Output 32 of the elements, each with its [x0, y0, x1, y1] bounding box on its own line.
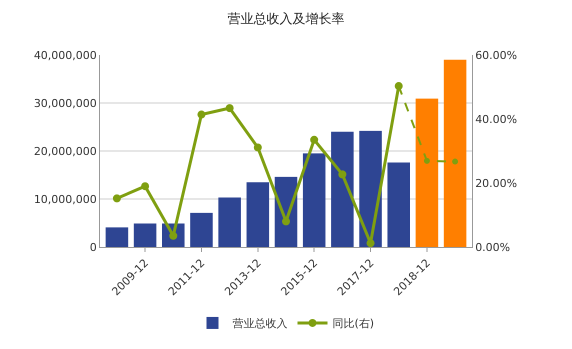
bar — [416, 98, 438, 247]
bar — [246, 182, 270, 247]
point — [310, 136, 318, 144]
legend-label: 营业总收入 — [232, 317, 288, 330]
point — [452, 158, 458, 165]
point — [226, 104, 234, 112]
bar — [331, 132, 354, 247]
point — [197, 110, 206, 119]
bar — [218, 198, 241, 247]
y-tick-label: 0 — [90, 240, 97, 254]
y2-tick-label: 40.00% — [475, 112, 518, 126]
bar — [134, 223, 156, 247]
bar — [302, 153, 326, 247]
y2-tick-label: 20.00% — [475, 176, 518, 190]
bar — [444, 60, 466, 247]
y-tick-label: 30,000,000 — [34, 96, 97, 110]
chart-title: 营业总收入及增长率 — [228, 11, 344, 28]
bar — [387, 162, 410, 247]
bar — [190, 212, 213, 247]
y-tick-label: 20,000,000 — [34, 144, 97, 158]
bar — [106, 227, 128, 247]
point — [338, 170, 346, 178]
point — [112, 194, 121, 202]
y-tick-label: 40,000,000 — [34, 48, 97, 62]
y2-tick-label: 0.00% — [475, 240, 510, 254]
y-tick-label: 10,000,000 — [34, 192, 97, 206]
legend-label: 同比(右) — [332, 317, 374, 330]
point — [366, 239, 375, 247]
point — [141, 182, 150, 190]
y2-tick-label: 60.00% — [475, 48, 518, 62]
point — [254, 143, 262, 152]
point — [424, 158, 430, 164]
